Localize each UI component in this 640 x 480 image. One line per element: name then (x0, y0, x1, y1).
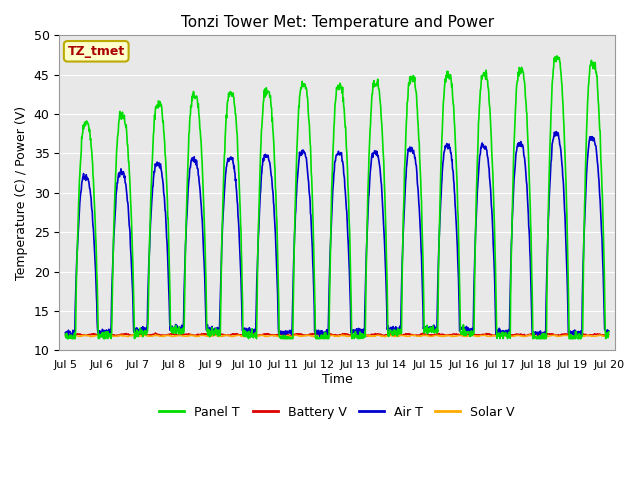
Y-axis label: Temperature (C) / Power (V): Temperature (C) / Power (V) (15, 106, 28, 280)
Text: TZ_tmet: TZ_tmet (68, 45, 125, 58)
Title: Tonzi Tower Met: Temperature and Power: Tonzi Tower Met: Temperature and Power (180, 15, 493, 30)
Legend: Panel T, Battery V, Air T, Solar V: Panel T, Battery V, Air T, Solar V (154, 401, 520, 424)
X-axis label: Time: Time (322, 373, 353, 386)
